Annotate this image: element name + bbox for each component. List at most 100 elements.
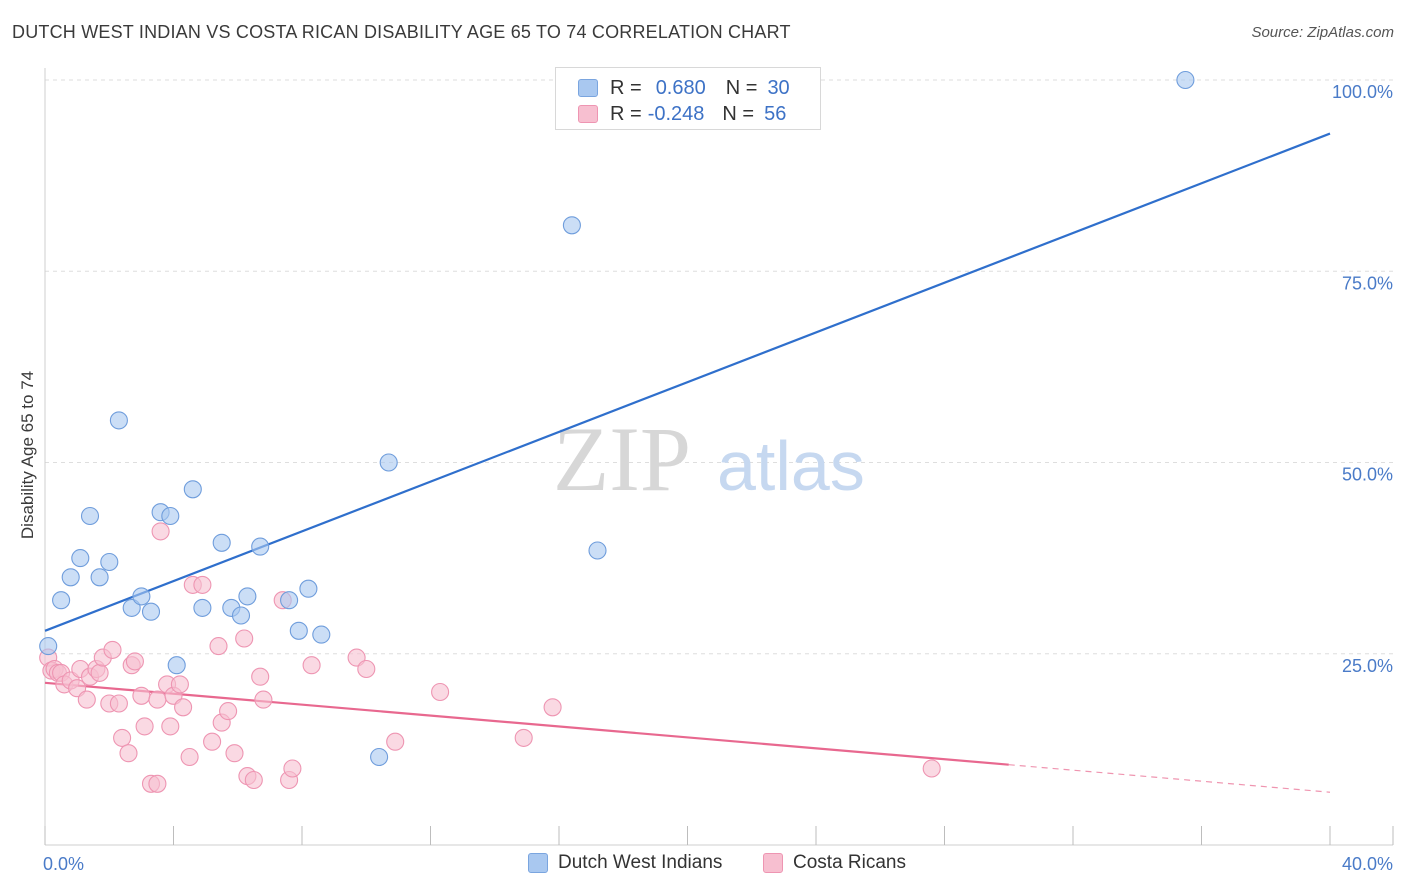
axes	[44, 68, 1394, 846]
y-tick-label: 100.0%	[1332, 82, 1393, 102]
grid-lines	[45, 79, 1395, 655]
point-dutch-west-indians	[370, 747, 389, 767]
bottom-legend-label: Dutch West Indians	[558, 852, 723, 873]
point-dutch-west-indians	[109, 411, 128, 430]
point-dutch-west-indians	[80, 506, 100, 526]
watermark-zip: ZIP	[553, 408, 691, 510]
trend-line-costa-ricans	[44, 681, 1009, 766]
point-costa-ricans	[219, 702, 238, 721]
point-costa-ricans	[174, 698, 193, 717]
point-dutch-west-indians	[238, 587, 257, 606]
point-costa-ricans	[148, 690, 167, 709]
point-dutch-west-indians	[39, 637, 58, 656]
point-costa-ricans	[225, 744, 244, 763]
point-costa-ricans	[90, 663, 109, 682]
correlation-legend: R = 0.680 N = 30 R = -0.248 N = 56	[555, 67, 821, 130]
point-costa-ricans	[543, 698, 562, 717]
point-costa-ricans	[113, 728, 132, 747]
y-tick-label: 25.0%	[1342, 656, 1393, 676]
chart-title: DUTCH WEST INDIAN VS COSTA RICAN DISABIL…	[12, 22, 791, 42]
y-tick-label: 75.0%	[1342, 273, 1393, 293]
bottom-legend-swatch-pink	[763, 853, 783, 873]
point-costa-ricans	[151, 522, 170, 541]
point-dutch-west-indians	[231, 606, 251, 625]
point-costa-ricans	[235, 629, 254, 648]
legend-row-costa-ricans: R = -0.248 N = 56	[578, 102, 786, 126]
point-dutch-west-indians	[100, 552, 119, 572]
point-costa-ricans	[103, 640, 122, 659]
point-dutch-west-indians	[280, 591, 299, 610]
point-costa-ricans	[922, 759, 941, 778]
point-costa-ricans	[244, 770, 263, 790]
point-dutch-west-indians	[132, 587, 151, 606]
point-costa-ricans	[135, 717, 154, 736]
point-costa-ricans	[386, 732, 405, 751]
point-costa-ricans	[251, 667, 270, 686]
n-value: 30	[767, 76, 790, 99]
r-value: -0.248	[647, 102, 705, 125]
watermark: ZIP atlas	[553, 408, 865, 510]
bottom-legend-dutch-west-indians: Dutch West Indians	[528, 852, 722, 874]
point-costa-ricans	[148, 774, 167, 793]
point-costa-ricans	[254, 690, 273, 709]
point-dutch-west-indians	[1176, 70, 1195, 90]
r-label: R =	[610, 102, 642, 125]
point-dutch-west-indians	[379, 453, 398, 472]
point-dutch-west-indians	[193, 598, 212, 617]
point-costa-ricans	[203, 732, 222, 751]
bottom-legend-label: Costa Ricans	[793, 852, 906, 873]
point-costa-ricans	[125, 652, 144, 671]
point-costa-ricans	[180, 747, 199, 767]
point-dutch-west-indians	[90, 568, 109, 587]
legend-swatch-blue	[578, 79, 598, 97]
point-costa-ricans	[209, 637, 228, 656]
n-label: N =	[722, 102, 755, 125]
trend-extension-costa-ricans	[1008, 764, 1331, 793]
point-dutch-west-indians	[141, 602, 161, 621]
point-costa-ricans	[161, 717, 180, 736]
point-dutch-west-indians	[212, 533, 231, 552]
r-value: 0.680	[655, 76, 706, 99]
point-costa-ricans	[170, 675, 189, 694]
x-tick-label-max: 40.0%	[1342, 854, 1393, 874]
tick-labels: 25.0% 50.0% 75.0% 100.0% 0.0% 40.0%	[43, 82, 1393, 874]
point-dutch-west-indians	[71, 549, 90, 568]
point-costa-ricans	[109, 694, 128, 713]
point-dutch-west-indians	[299, 579, 318, 598]
watermark-atlas: atlas	[717, 427, 865, 505]
r-label: R =	[610, 76, 642, 99]
n-value: 56	[764, 102, 787, 125]
y-axis-label: Disability Age 65 to 74	[18, 371, 37, 539]
point-dutch-west-indians	[312, 625, 331, 644]
x-tick-label-min: 0.0%	[43, 854, 84, 874]
point-dutch-west-indians	[183, 480, 202, 499]
point-costa-ricans	[302, 656, 321, 675]
point-dutch-west-indians	[588, 541, 607, 560]
legend-swatch-pink	[578, 105, 598, 123]
point-dutch-west-indians	[562, 216, 581, 235]
point-costa-ricans	[357, 659, 376, 679]
y-tick-label: 50.0%	[1342, 465, 1393, 485]
point-dutch-west-indians	[167, 656, 186, 675]
point-costa-ricans	[77, 690, 96, 709]
point-dutch-west-indians	[161, 506, 180, 526]
legend-row-dutch-west-indians: R = 0.680 N = 30	[578, 76, 790, 100]
point-dutch-west-indians	[289, 621, 308, 640]
trend-line-dutch-west-indians	[44, 132, 1331, 632]
point-dutch-west-indians	[52, 591, 71, 610]
point-costa-ricans	[132, 686, 151, 705]
point-costa-ricans	[283, 759, 302, 778]
bottom-legend-costa-ricans: Costa Ricans	[763, 852, 906, 874]
n-label: N =	[725, 76, 758, 99]
source-credit: Source: ZipAtlas.com	[1251, 24, 1394, 41]
point-costa-ricans	[514, 728, 533, 747]
bottom-legend-swatch-blue	[528, 853, 548, 873]
data-points	[39, 70, 1195, 793]
point-costa-ricans	[119, 744, 138, 763]
point-dutch-west-indians	[122, 598, 141, 617]
point-dutch-west-indians	[251, 537, 270, 556]
point-costa-ricans	[193, 575, 212, 594]
point-costa-ricans	[431, 682, 450, 702]
point-dutch-west-indians	[61, 568, 80, 587]
